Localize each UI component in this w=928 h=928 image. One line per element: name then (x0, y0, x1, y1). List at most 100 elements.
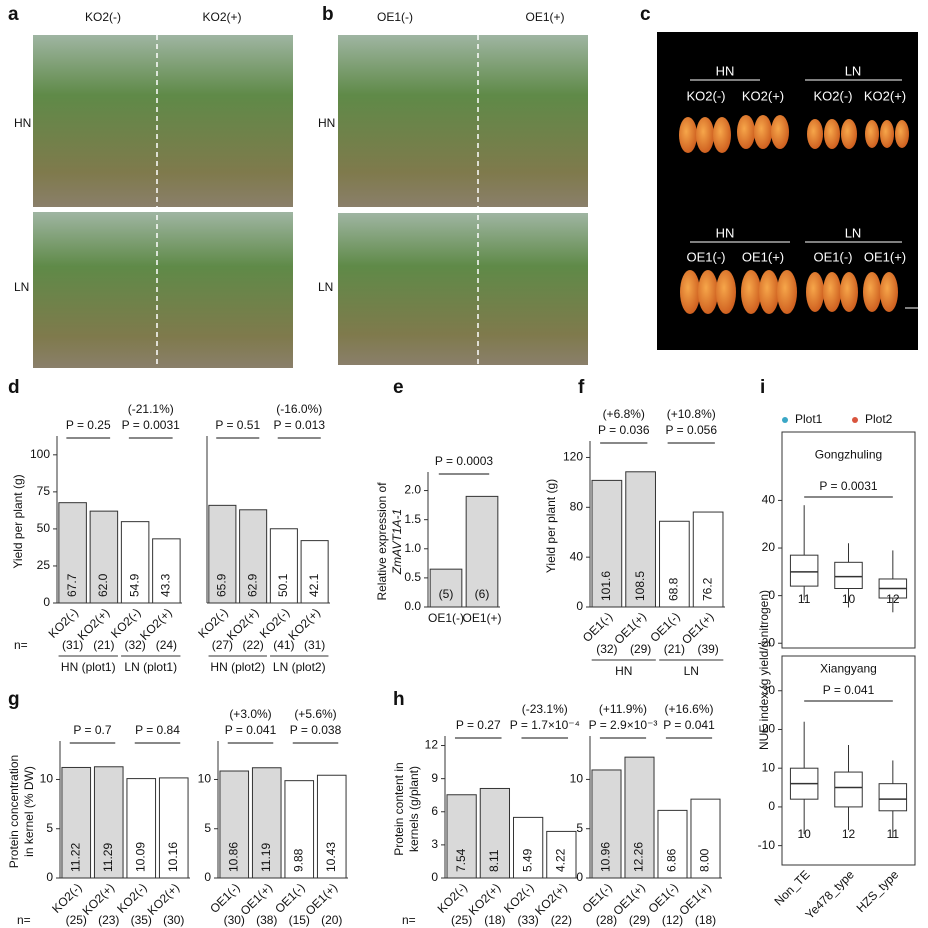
n-label: (20) (321, 913, 342, 927)
value-label: 62.0 (96, 573, 110, 597)
x-tick-label: Ye478_type (802, 867, 857, 922)
value-label: 76.2 (700, 577, 714, 601)
photo-column-label: OE1(-) (377, 10, 413, 24)
bar (591, 769, 622, 879)
percent-change: (+6.8%) (603, 407, 645, 421)
value-label: 42.1 (307, 573, 321, 597)
y-axis-label: kernels (g/plant) (407, 766, 421, 852)
x-tick-label: OE1(-) (646, 880, 681, 915)
bar (429, 568, 463, 608)
y-tick-label: 25 (37, 558, 51, 572)
p-value: P = 0.041 (663, 718, 715, 732)
x-tick-label: OE1(-) (647, 609, 682, 644)
n-label: (30) (163, 913, 184, 927)
p-value: P = 0.038 (290, 723, 342, 737)
n-label: (32) (596, 642, 617, 656)
y-tick-label: 6 (431, 804, 438, 818)
n-label: (32) (124, 638, 145, 652)
bar (465, 495, 499, 608)
percent-change: (+10.8%) (667, 407, 716, 421)
y-axis-label: ZmAVT1A-1 (390, 509, 404, 575)
value-label: 43.3 (159, 573, 173, 597)
y-tick-label: 0 (43, 595, 50, 609)
value-label: 8.00 (698, 848, 712, 872)
n-label: (15) (289, 913, 310, 927)
photo-column-label: OE1(+) (525, 10, 564, 24)
x-tick-label: OE1(-) (428, 611, 464, 625)
genotype-label: KO2(+) (742, 88, 784, 103)
x-tick-label: OE1(-) (580, 880, 615, 915)
y-tick-label: 10 (40, 772, 54, 786)
y-tick-label: 20 (762, 722, 776, 736)
percent-change: (-16.0%) (276, 402, 322, 416)
value-label: 10.96 (599, 842, 613, 872)
x-tick-label: KO2(-) (46, 605, 81, 640)
p-value: P = 0.041 (823, 683, 875, 697)
count-label: 11 (798, 592, 811, 606)
x-tick-label: OE1(-) (272, 880, 307, 915)
n-label: (22) (551, 913, 572, 927)
y-tick-label: 2.0 (404, 483, 421, 497)
condition-label: HN (716, 225, 735, 240)
percent-change: (+3.0%) (229, 707, 271, 721)
group-label: HN (plot2) (210, 660, 265, 674)
p-value: P = 0.7 (73, 723, 111, 737)
p-value: P = 0.036 (598, 423, 650, 437)
x-tick-label: KO2(-) (435, 880, 470, 915)
value-label: 9.88 (291, 848, 305, 872)
legend-label: Plot2 (865, 412, 893, 426)
plot-frame (781, 655, 916, 866)
bar (120, 521, 150, 604)
y-tick-label: 0 (46, 870, 53, 884)
percent-change: (+5.6%) (294, 707, 336, 721)
value-label: 5.49 (520, 848, 534, 872)
p-value: P = 0.51 (215, 418, 260, 432)
y-tick-label: 5 (46, 821, 53, 835)
x-tick-label: KO2(-) (114, 880, 149, 915)
legend-marker (852, 417, 858, 423)
n-label: (35) (131, 913, 152, 927)
chart-title: Gongzhuling (815, 448, 882, 462)
value-label: 50.1 (276, 573, 290, 597)
y-tick-label: 40 (762, 493, 776, 507)
bar (657, 809, 688, 879)
x-tick-label: OE1(+) (462, 611, 501, 625)
legend-label: Plot1 (795, 412, 823, 426)
value-label: 7.54 (454, 848, 468, 872)
genotype-label: KO2(-) (814, 88, 853, 103)
bar (269, 528, 298, 604)
y-tick-label: 0 (768, 799, 775, 813)
bar (624, 756, 655, 879)
n-label: (29) (630, 642, 651, 656)
y-tick-label: 120 (563, 450, 583, 464)
n-label: (33) (517, 913, 538, 927)
y-tick-label: 80 (570, 499, 584, 513)
p-value: P = 0.0031 (819, 479, 877, 493)
y-axis-label: NUE index (g yield/g nitrogen) (757, 590, 771, 750)
value-label: 10.16 (166, 842, 180, 872)
genotype-label: OE1(+) (742, 249, 784, 264)
value-label: 10.43 (324, 842, 338, 872)
value-label: 11.22 (68, 843, 82, 872)
value-label: 12.26 (632, 842, 646, 872)
panel-label: b (322, 4, 334, 25)
n-label: (39) (697, 642, 718, 656)
y-axis-label: Yield per plant (g) (11, 474, 25, 568)
n-label: (31) (304, 638, 325, 652)
n-prefix: n= (17, 913, 31, 927)
x-tick-label: Non_TE (771, 867, 812, 908)
bar (625, 471, 656, 608)
p-value: P = 0.25 (66, 418, 111, 432)
y-tick-label: 0 (204, 870, 211, 884)
chart-title: Xiangyang (820, 662, 877, 676)
y-tick-label: 0.0 (404, 599, 421, 613)
value-label: 68.8 (667, 577, 681, 601)
genotype-label: KO2(+) (864, 88, 906, 103)
y-axis-label: Protein content in (392, 762, 406, 855)
bar (239, 509, 268, 604)
group-label: HN (plot1) (61, 660, 116, 674)
photo-row-label: HN (14, 116, 31, 130)
bar (512, 816, 544, 879)
y-tick-label: 0.5 (404, 570, 421, 584)
panel-label: a (8, 4, 19, 25)
